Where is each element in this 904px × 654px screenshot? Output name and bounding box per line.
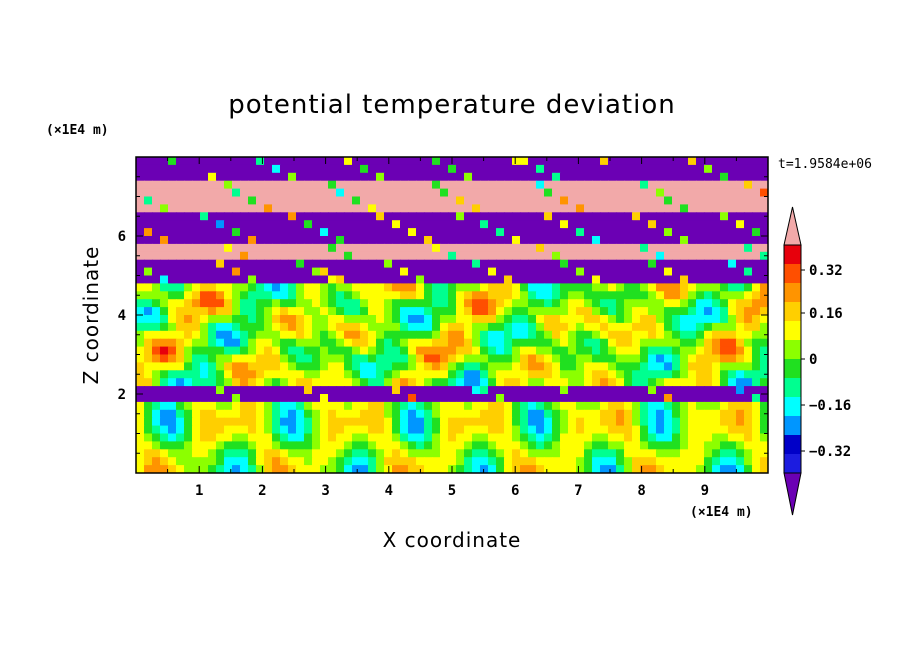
- x-tick-label: 2: [258, 483, 266, 499]
- colorbar-tick-label: 0.16: [809, 306, 843, 322]
- colorbar-bin: [784, 454, 801, 474]
- plot-area: [136, 157, 768, 473]
- colorbar-bin: [784, 359, 801, 379]
- colorbar-bin: [784, 245, 801, 265]
- colorbar-under-triangle: [783, 472, 802, 516]
- colorbar-bin: [784, 283, 801, 303]
- x-tick-label: 3: [321, 483, 329, 499]
- x-axis: 1 2 3 4 5 6 7 8 9: [167, 157, 737, 499]
- colorbar-bin: [784, 416, 801, 436]
- x-tick-label: 4: [385, 483, 393, 499]
- colorbar-bin: [784, 397, 801, 417]
- x-tick-label: 6: [511, 483, 519, 499]
- x-tick-label: 5: [448, 483, 456, 499]
- x-tick-label: 8: [637, 483, 645, 499]
- y-tick-label: 4: [118, 308, 126, 324]
- y-axis: 2 4 6: [118, 176, 768, 454]
- colorbar: 0.32 0.16 0 −0.16 −0.32: [783, 206, 851, 516]
- time-label: t=1.9584e+06: [778, 157, 872, 172]
- colorbar-bin: [784, 435, 801, 455]
- colorbar-over-triangle: [783, 206, 802, 246]
- y-axis-title: Z coordinate: [79, 246, 103, 385]
- y-tick-label: 2: [118, 387, 126, 403]
- x-tick-label: 9: [701, 483, 709, 499]
- x-axis-title: X coordinate: [383, 528, 522, 552]
- x-tick-label: 7: [574, 483, 582, 499]
- colorbar-bin: [784, 264, 801, 284]
- colorbar-bin: [784, 340, 801, 360]
- colorbar-tick-label: 0: [809, 352, 817, 368]
- colorbar-bin: [784, 302, 801, 322]
- colorbar-bin: [784, 378, 801, 398]
- y-unit-label: (×1E4 m): [46, 123, 109, 138]
- colorbar-tick-label: −0.32: [809, 444, 851, 460]
- colorbar-tick-label: −0.16: [809, 398, 851, 414]
- y-tick-label: 6: [118, 229, 126, 245]
- x-unit-label: (×1E4 m): [690, 505, 753, 520]
- colorbar-tick-label: 0.32: [809, 263, 843, 279]
- colorbar-bin: [784, 321, 801, 341]
- chart-title: potential temperature deviation: [228, 90, 675, 120]
- x-tick-label: 1: [195, 483, 203, 499]
